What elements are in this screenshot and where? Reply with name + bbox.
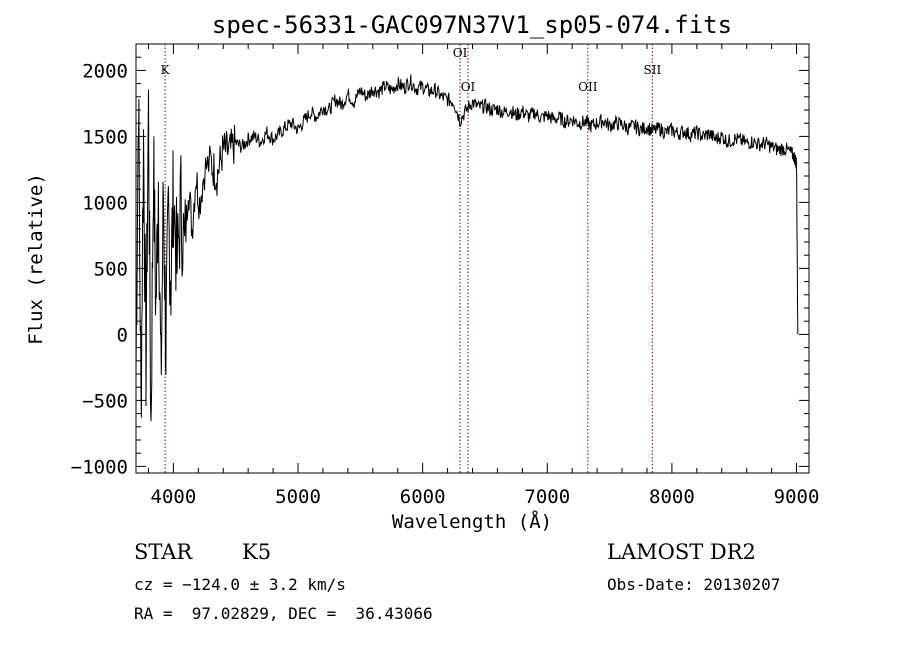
y-axis-label: Flux (relative)	[25, 173, 47, 345]
x-axis-label: Wavelength (Å)	[392, 510, 552, 533]
y-tick-label: 1500	[82, 126, 128, 148]
x-tick-label: 9000	[774, 486, 820, 508]
spectrum-line	[135, 74, 799, 422]
reference-line-label: OII	[578, 80, 598, 94]
reference-lines: K OI OI OII SII	[161, 44, 661, 473]
x-axis: 4000 5000 6000 7000 8000 9000	[147, 44, 820, 508]
obs-date: Obs-Date: 20130207	[607, 575, 781, 594]
reference-line-label: K	[161, 63, 171, 77]
reference-line-label: OI	[453, 46, 468, 60]
y-tick-label: 500	[94, 258, 128, 280]
spectrum-group	[135, 74, 799, 422]
object-subclass: K5	[242, 540, 272, 564]
survey-name: LAMOST DR2	[607, 540, 756, 564]
reference-line-label: OI	[461, 80, 476, 94]
object-class: STAR	[134, 540, 193, 564]
y-tick-label: 1000	[82, 192, 128, 214]
plot-frame	[135, 43, 810, 474]
y-tick-label: 2000	[82, 60, 128, 82]
x-tick-label: 4000	[151, 486, 197, 508]
x-tick-label: 7000	[524, 486, 570, 508]
reference-line-label: SII	[643, 63, 661, 77]
y-tick-label: −1000	[71, 456, 128, 478]
y-tick-label: −500	[82, 390, 128, 412]
x-tick-label: 6000	[400, 486, 446, 508]
chart-title: spec-56331-GAC097N37V1_sp05-074.fits	[212, 11, 732, 39]
y-tick-label: 0	[117, 324, 128, 346]
y-axis: −1000 −500 0 500 1000 1500 2000	[71, 56, 809, 478]
coordinates: RA = 97.02829, DEC = 36.43066	[134, 604, 433, 623]
x-tick-label: 5000	[275, 486, 321, 508]
x-tick-label: 8000	[649, 486, 695, 508]
redshift-info: cz = −124.0 ± 3.2 km/s	[134, 575, 346, 594]
